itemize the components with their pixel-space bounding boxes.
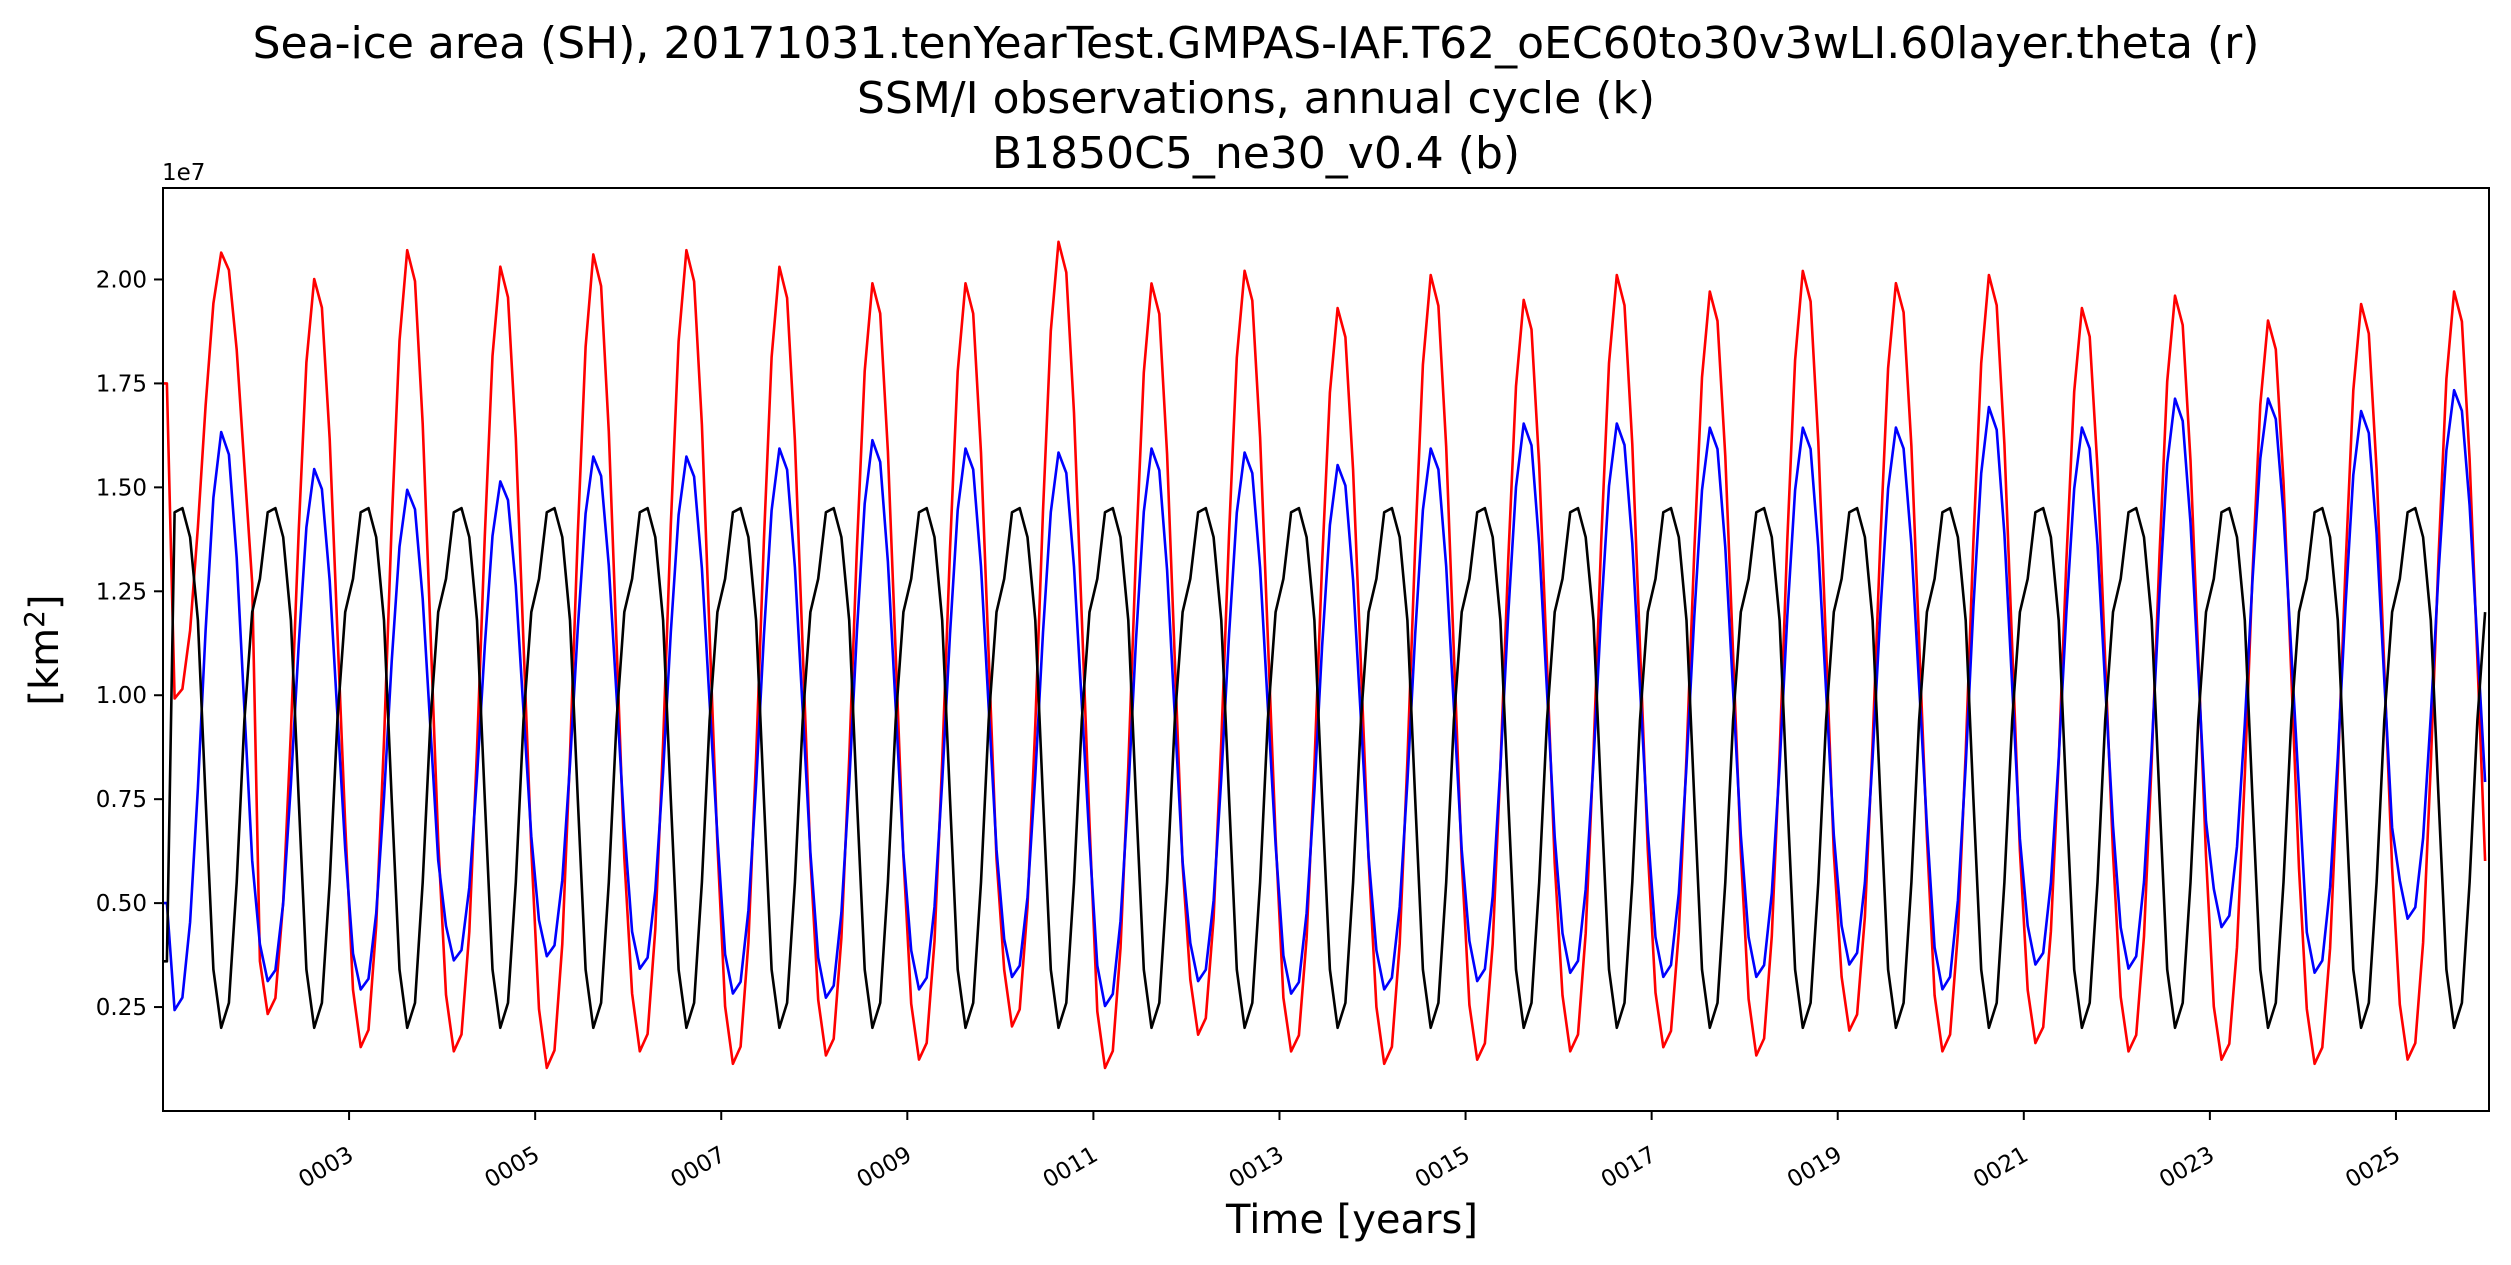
y-tick-label: 1.50 — [96, 475, 147, 501]
y-tick-label: 2.00 — [96, 267, 147, 293]
y-axis-label-end: ] — [22, 594, 68, 610]
chart-title-line-3: B1850C5_ne30_v0.4 (b) — [992, 128, 1520, 179]
plot-frame — [162, 187, 2490, 1112]
model-series-line — [163, 240, 2487, 1070]
chart-title-line-2: SSM/I observations, annual cycle (k) — [857, 73, 1655, 124]
observations-series-line — [163, 506, 2487, 1030]
y-axis-label: [km2] — [18, 594, 68, 705]
y-offset-label: 1e7 — [162, 160, 205, 186]
chart-title-line-1: Sea-ice area (SH), 20171031.tenYearTest.… — [253, 18, 2260, 69]
y-tick-label: 0.50 — [96, 891, 147, 917]
y-tick-label: 1.00 — [96, 683, 147, 709]
y-tick-label: 0.25 — [96, 995, 147, 1021]
y-tick-label: 1.25 — [96, 579, 147, 605]
y-axis-label-superscript: 2 — [18, 610, 51, 628]
y-tick-label: 0.75 — [96, 787, 147, 813]
y-axis-label-main: [km — [22, 628, 68, 706]
x-axis-label: Time [years] — [1225, 1197, 1478, 1243]
comparison-series-line — [163, 388, 2487, 1012]
series-layer — [163, 240, 2487, 1070]
y-tick-label: 1.75 — [96, 371, 147, 397]
